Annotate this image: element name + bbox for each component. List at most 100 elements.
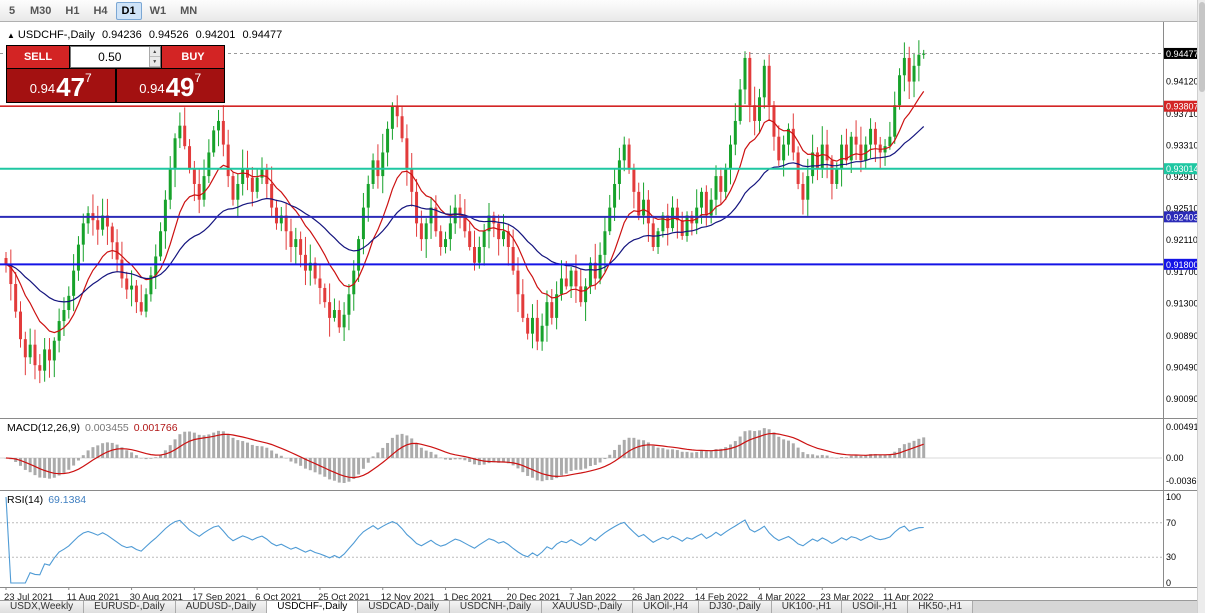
chart-tab-xauusd-daily[interactable]: XAUUSD-,Daily [541,601,633,613]
svg-text:-0.00361: -0.00361 [1166,476,1202,486]
price-axis-tick: 0.92510 [1166,203,1199,213]
buy-button[interactable]: BUY [162,46,224,68]
price-tag-bg [1164,163,1197,175]
price-tag-bg [1164,258,1197,270]
price-axis-tick: 0.90890 [1166,331,1199,341]
price-axis-tick: 0.93710 [1166,109,1199,119]
rsi-value: 69.1384 [48,494,87,506]
date-axis-label: 12 Nov 2021 [381,592,435,600]
date-axis-label: 14 Feb 2022 [695,592,748,600]
price-tag-label: 0.93807 [1166,102,1199,112]
chart-tab-usdcnh-daily[interactable]: USDCNH-,Daily [449,601,542,613]
date-axis-label: 25 Oct 2021 [318,592,370,600]
volume-up-button[interactable]: ▲ [149,47,160,57]
timeframe-button-mn[interactable]: MN [174,2,203,20]
price-tag-label: 0.93014 [1166,164,1199,174]
svg-text:100: 100 [1166,492,1181,502]
timeframe-toolbar: 5 M30 H1 H4 D1 W1 MN [0,0,1205,22]
chart-tab-ukoil-h4[interactable]: UKOil-,H4 [633,601,700,613]
chart-area[interactable]: 0.94120 0.93710 0.93310 0.92910 0.92510 0.921… [0,22,1205,600]
chart-tab-dj30-daily[interactable]: DJ30-,Daily [699,601,772,613]
chart-tab-uk100-h1[interactable]: UK100-,H1 [771,601,843,613]
timeframe-button-h4[interactable]: H4 [87,2,113,20]
sell-price-pips: 47 [56,72,86,102]
price-axis-tick: 0.90490 [1166,363,1199,373]
date-axis-label: 26 Jan 2022 [632,592,684,600]
buy-price-pips: 49 [165,72,195,102]
chart-tabs-bar: USDX,Weekly EURUSD-,Daily AUDUSD-,Daily USD… [0,600,1205,613]
macd-main-value: 0.003455 [84,422,129,434]
date-axis-label: 23 Mar 2022 [820,592,873,600]
date-axis-label: 20 Dec 2021 [506,592,560,600]
price-axis-tick: 0.93310 [1166,140,1199,150]
chart-tab-eurusd-daily[interactable]: EURUSD-,Daily [84,601,176,613]
timeframe-button-w1[interactable]: W1 [144,2,173,20]
price-axis-tick: 0.90090 [1166,394,1199,404]
timeframe-button-d1[interactable]: D1 [115,1,142,20]
ohlc-close: 0.94477 [242,29,283,41]
chart-tab-hk50-h1[interactable]: HK50-,H1 [908,601,974,613]
macd-signal-line [5,432,924,479]
svg-text:0.004913: 0.004913 [1166,422,1204,432]
date-axis-label: 11 Apr 2022 [883,592,934,600]
price-axis[interactable]: 0.94120 0.93710 0.93310 0.92910 0.92510 0.921… [1164,47,1199,404]
date-axis-label: 30 Aug 2021 [130,592,183,600]
panel-collapse-icon[interactable]: ▲ [7,31,15,40]
price-tag-bg [1164,47,1197,59]
price-tag-label: 0.92403 [1166,212,1199,222]
date-axis-label: 17 Sep 2021 [192,592,246,600]
svg-text:0.00: 0.00 [1166,453,1184,463]
timeframe-button-h1[interactable]: H1 [59,2,85,20]
buy-price-figure: 0.94 [139,81,165,96]
svg-text:30: 30 [1166,552,1176,562]
volume-spinner: ▲ ▼ [148,47,160,67]
chart-tab-usoil-h1[interactable]: USOil-,H1 [842,601,909,613]
scrollbar-thumb[interactable] [1199,2,1205,92]
rsi-indicator-header: RSI(14) 69.1384 [7,494,86,506]
date-axis-label: 6 Oct 2021 [255,592,301,600]
rsi-axis: 100 70 30 0 [1166,492,1181,588]
macd-signal-layer [5,432,924,479]
chart-tab-usdcad-daily[interactable]: USDCAD-,Daily [358,601,450,613]
volume-down-button[interactable]: ▼ [149,57,160,67]
price-axis-tick: 0.91300 [1166,299,1199,309]
date-axis-label: 1 Dec 2021 [444,592,493,600]
price-chart-svg[interactable]: 0.94120 0.93710 0.93310 0.92910 0.92510 0.921… [0,22,1205,600]
volume-input[interactable] [71,47,149,67]
chart-tab-usdx-weekly[interactable]: USDX,Weekly [0,601,85,613]
horizontal-levels-layer[interactable] [0,105,1163,266]
price-axis-tick: 0.91700 [1166,267,1199,277]
volume-control: ▲ ▼ [70,46,161,68]
ohlc-low: 0.94201 [195,29,236,41]
price-axis-tick: 0.92910 [1166,172,1199,182]
price-tag-label: 0.94477 [1166,49,1199,59]
chart-title: USDCHF-,Daily [17,29,95,41]
macd-title: MACD(12,26,9) [7,422,80,434]
chart-tab-usdchf-daily[interactable]: USDCHF-,Daily [267,601,359,613]
chart-tab-audusd-daily[interactable]: AUDUSD-,Daily [175,601,268,613]
timeframe-button-5[interactable]: 5 [2,2,22,20]
chart-header: ▲ USDCHF-,Daily 0.94236 0.94526 0.94201 0… [7,29,286,41]
sell-price-point: 7 [85,71,92,85]
sell-price-figure: 0.94 [29,81,56,96]
buy-price-display[interactable]: 0.94 49 7 [116,69,224,102]
svg-text:70: 70 [1166,518,1176,528]
rsi-title: RSI(14) [7,494,44,506]
sell-price-display[interactable]: 0.94 47 7 [7,69,115,102]
macd-histogram-layer [4,428,926,483]
macd-signal-value: 0.001766 [133,422,178,434]
svg-text:0: 0 [1166,578,1171,588]
price-tag-bg [1164,211,1197,223]
macd-axis: 0.004913 0.00 -0.00361 [1166,422,1204,486]
price-tag-label: 0.91800 [1166,260,1199,270]
window-scrollbar[interactable] [1197,0,1205,613]
sell-button[interactable]: SELL [7,46,69,68]
date-axis-label: 11 Aug 2021 [67,592,120,600]
timeframe-button-m30[interactable]: M30 [24,2,57,20]
date-axis-label: 23 Jul 2021 [4,592,53,600]
rsi-line [5,496,924,584]
date-axis[interactable]: 23 Jul 2021 11 Aug 2021 30 Aug 2021 17 Sep … [4,587,934,600]
ohlc-open: 0.94236 [101,29,142,41]
